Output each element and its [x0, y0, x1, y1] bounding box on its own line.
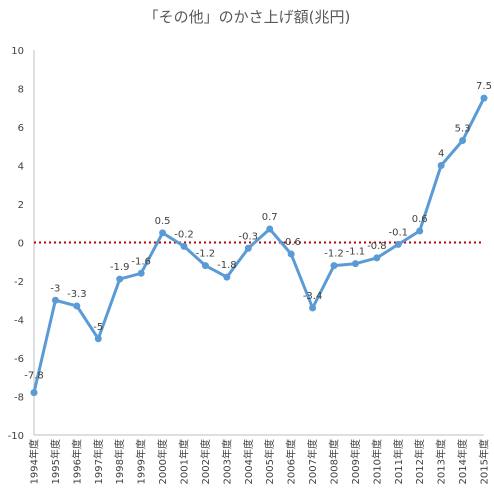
data-point [437, 162, 445, 169]
data-label: -7.8 [24, 371, 44, 382]
data-label: -0.6 [281, 237, 301, 248]
y-tick-label: 2 [18, 200, 24, 211]
y-tick-label: 0 [18, 239, 24, 250]
data-label: -1.8 [217, 260, 237, 271]
x-tick-label: 1999年度 [135, 439, 148, 484]
data-point [394, 240, 402, 248]
data-point [480, 94, 488, 102]
series-line [32, 97, 486, 393]
x-tick-label: 1997年度 [92, 439, 105, 484]
data-point [330, 262, 338, 270]
data-point [244, 244, 252, 252]
data-point [373, 254, 381, 262]
data-label: -1.6 [131, 256, 151, 267]
data-label: -1.9 [110, 262, 130, 273]
data-label: 4 [438, 149, 444, 160]
x-tick-label: 1994年度 [28, 439, 41, 484]
data-point [287, 250, 295, 258]
data-label: -3.3 [67, 289, 87, 300]
data-label: -0.3 [239, 231, 259, 242]
chart-title: 「その他」のかさ上げ額(兆円) [144, 8, 351, 26]
data-label: 0.7 [262, 212, 278, 223]
data-label: 0.6 [412, 214, 428, 225]
x-tick-label: 2004年度 [242, 439, 255, 484]
data-label: -1.2 [324, 249, 344, 260]
x-tick-label: 1998年度 [113, 439, 126, 484]
x-tick-label: 2015年度 [478, 439, 491, 484]
data-point [159, 229, 167, 237]
x-tick-label: 2008年度 [328, 439, 341, 484]
data-label: -0.1 [389, 227, 409, 238]
y-tick-label: -8 [14, 393, 24, 404]
data-point [30, 389, 38, 397]
data-point [351, 260, 359, 268]
x-tick-label: 2001年度 [178, 439, 191, 484]
x-tick-label: 2000年度 [156, 439, 169, 484]
y-tick-label: 10 [11, 46, 24, 57]
y-tick-label: -2 [14, 277, 24, 288]
x-tick-label: 1995年度 [49, 439, 62, 484]
data-point [266, 225, 274, 233]
y-tick-label: -4 [14, 316, 24, 327]
data-label: 7.5 [476, 81, 492, 92]
x-tick-label: 2011年度 [392, 439, 405, 484]
x-tick-label: 2006年度 [285, 439, 298, 484]
data-label: -1.2 [196, 249, 216, 260]
x-tick-label: 2014年度 [456, 439, 469, 484]
data-point [309, 304, 317, 312]
data-label: -0.2 [174, 229, 194, 240]
data-point [51, 296, 59, 304]
y-tick-label: -6 [14, 354, 24, 365]
x-tick-label: 2010年度 [370, 439, 383, 484]
data-point [94, 335, 102, 343]
data-point [137, 269, 145, 277]
x-tick-label: 2003年度 [220, 439, 233, 484]
data-point [116, 275, 124, 283]
x-tick-label: 2012年度 [413, 439, 426, 484]
y-tick-label: -10 [8, 431, 24, 442]
x-tick-label: 1996年度 [70, 439, 83, 484]
data-point [180, 242, 188, 250]
data-label: 5.3 [455, 123, 471, 134]
data-point [459, 136, 467, 144]
x-tick-label: 2002年度 [199, 439, 212, 484]
data-label: 0.5 [155, 216, 171, 227]
y-tick-label: 6 [18, 123, 24, 134]
y-tick-label: 8 [18, 85, 24, 96]
x-tick-label: 2009年度 [349, 439, 362, 484]
data-label: -1.1 [346, 247, 366, 258]
data-label: -0.8 [367, 241, 387, 252]
data-point [73, 302, 81, 310]
data-point [416, 227, 424, 235]
data-label: -3.4 [303, 291, 323, 302]
data-label: -5 [93, 322, 103, 333]
data-point [223, 273, 231, 281]
x-tick-label: 2013年度 [435, 439, 448, 484]
data-label: -3 [50, 283, 60, 294]
x-tick-label: 2007年度 [306, 439, 319, 484]
data-point [201, 262, 209, 270]
y-tick-label: 4 [18, 162, 24, 173]
x-tick-label: 2005年度 [263, 439, 276, 484]
